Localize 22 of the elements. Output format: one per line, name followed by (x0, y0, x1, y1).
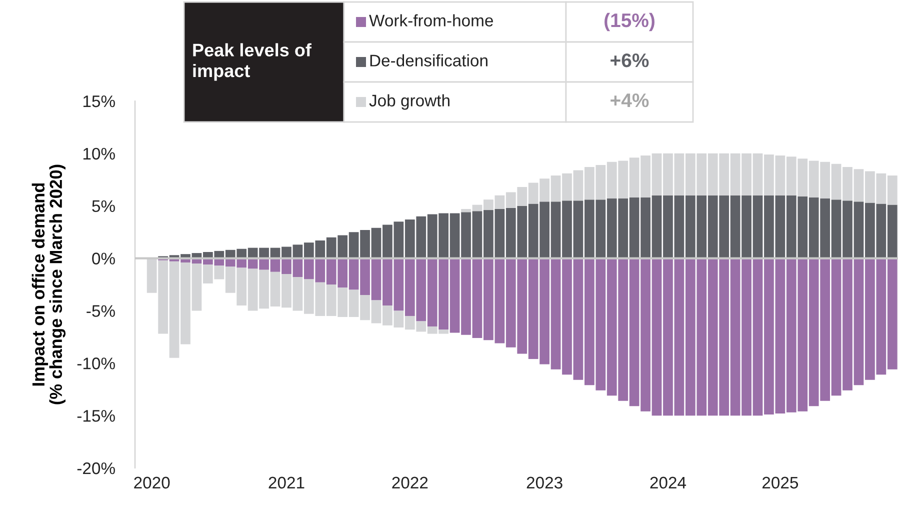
x-tick-label: 2024 (650, 476, 686, 489)
x-tick-label: 2023 (526, 476, 562, 489)
x-tick-label: 2021 (268, 476, 304, 489)
text: (15%) (604, 12, 654, 32)
y-tick-label: 15% (83, 95, 115, 108)
annotation: +4% (610, 94, 649, 108)
y-tick-label: -10% (77, 358, 115, 370)
y-axis-title: Impact on office demand (% change since March 2020) (32, 164, 66, 404)
y-tick-label: 0% (92, 252, 115, 264)
y-tick-label: -15% (77, 410, 115, 422)
legend-label: De-densification (370, 54, 488, 66)
y-tick-label: 10% (83, 148, 115, 160)
legend-title: Peak levels of impact (193, 43, 312, 81)
y-tick-label: -20% (77, 462, 115, 474)
x-tick-label: 2022 (392, 476, 428, 489)
y-tick-label: 5% (92, 200, 115, 212)
legend-label: Work-from-home (369, 14, 493, 26)
text: +6% (610, 53, 649, 68)
x-tick-label: 2020 (134, 476, 170, 489)
x-tick-label: 2025 (762, 476, 798, 489)
legend-label: Job growth (369, 94, 450, 110)
y-tick-label: -5% (86, 305, 115, 317)
